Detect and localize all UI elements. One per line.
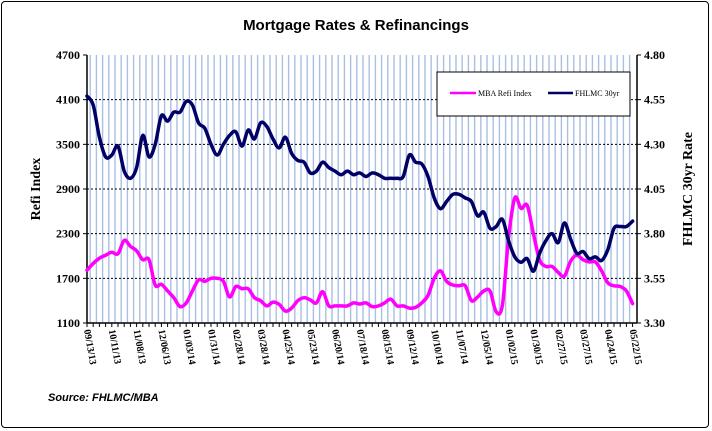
x-tick-label: 10/10/14: [428, 329, 445, 366]
x-tick-label: 01/02/15: [503, 329, 520, 366]
y-tick-label: 2900: [56, 182, 80, 196]
y-tick-label: 1700: [56, 271, 80, 285]
y-right-tick-label: 4.30: [644, 137, 665, 151]
x-tick-label: 12/06/13: [155, 329, 172, 366]
y-right-tick-label: 3.80: [644, 227, 665, 241]
x-tick-label: 04/25/14: [279, 329, 296, 366]
legend-label-refi: MBA Refi Index: [478, 89, 532, 98]
x-tick-label: 02/27/15: [552, 329, 569, 366]
y-right-tick-label: 4.80: [644, 48, 665, 62]
x-tick-label: 03/28/14: [255, 329, 272, 366]
x-tick-label: 12/05/14: [478, 329, 495, 366]
y-tick-label: 1100: [57, 316, 80, 330]
x-tick-label: 05/22/15: [627, 329, 644, 366]
x-tick-label: 03/27/15: [577, 329, 594, 366]
x-tick-label: 01/30/15: [527, 329, 544, 366]
chart-title: Mortgage Rates & Refinancings: [243, 17, 469, 34]
y-right-tick-label: 3.55: [644, 271, 665, 285]
x-tick-label: 01/03/14: [180, 329, 197, 366]
x-tick-label: 04/24/15: [602, 329, 619, 366]
y-right-tick-label: 4.55: [644, 93, 665, 107]
x-tick-label: 07/18/14: [354, 329, 371, 366]
y-right-tick-label: 4.05: [644, 182, 665, 196]
y-axis-title: Refi Index: [29, 158, 44, 221]
y-right-tick-label: 3.30: [644, 316, 665, 330]
x-tick-label: 08/15/14: [379, 329, 396, 366]
y-tick-label: 3500: [56, 137, 80, 151]
y-tick-label: 2300: [56, 227, 80, 241]
x-tick-label: 09/13/13: [81, 329, 98, 366]
source-note: Source: FHLMC/MBA: [48, 392, 159, 404]
series-line-mba-refi-index: [85, 195, 635, 316]
x-tick-label: 02/28/14: [230, 329, 247, 366]
x-tick-label: 01/31/14: [205, 329, 222, 366]
y-tick-label: 4100: [56, 93, 80, 107]
x-tick-label: 06/20/14: [329, 329, 346, 366]
x-tick-label: 11/07/14: [453, 329, 470, 365]
x-tick-label: 10/11/13: [106, 329, 123, 365]
y-tick-label: 4700: [56, 48, 80, 62]
y-axis-title-right: FHLMC 30yr Rate: [681, 132, 696, 246]
x-tick-label: 05/23/14: [304, 329, 321, 366]
legend-label-fhlmc: FHLMC 30yr: [575, 89, 620, 98]
x-tick-label: 11/08/13: [131, 329, 148, 365]
series-line-fhlmc-30yr: [85, 94, 635, 273]
x-tick-label: 09/12/14: [403, 329, 420, 366]
